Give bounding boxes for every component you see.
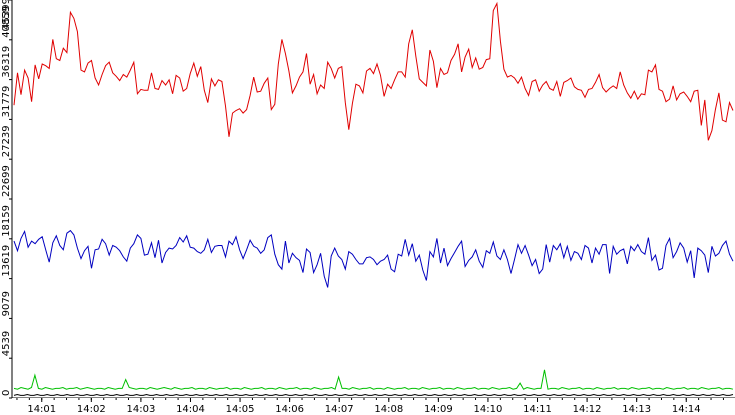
y-tick-label: 22699 [1,165,12,197]
y-axis-ticks: 0 4539 9079 13619 18159 22699 27239 31779 36319 4… [1,0,12,399]
x-tick-label: 14:14 [672,404,701,415]
x-tick-label: 14:12 [573,404,602,415]
x-tick-label: 14:03 [126,404,155,415]
x-tick-label: 14:13 [622,404,651,415]
series-line-1 [13,1,734,141]
y-tick-label: 27239 [1,125,12,157]
y-tick-label: 9079 [1,291,12,316]
y-tick-label: 31779 [1,86,12,118]
series-line-3 [13,369,734,390]
y-tick-label: 4539 [1,331,12,356]
x-axis-ticks: 14:01 14:02 14:03 14:04 14:05 14:06 14:07 14:08… [16,398,724,415]
x-tick-label: 14:10 [474,404,503,415]
x-tick-label: 14:08 [374,404,403,415]
x-tick-label: 14:02 [77,404,106,415]
x-tick-label: 14:09 [424,404,453,415]
x-tick-label: 14:06 [275,404,304,415]
x-tick-label: 14:04 [176,404,205,415]
x-axis-band [12,398,735,415]
y-tick-label: 13619 [1,245,12,277]
x-tick-label: 14:05 [226,404,255,415]
x-tick-label: 14:07 [325,404,354,415]
y-tick-label: 45399 [1,0,12,30]
x-tick-label: 14:01 [27,404,56,415]
y-tick-label: 40859 [1,6,12,38]
series-line-4 [13,393,734,396]
x-tick-label: 14:11 [523,404,552,415]
y-tick-label: 18159 [1,205,12,237]
y-tick-label: 0 [1,390,12,396]
y-tick-label: 36319 [1,46,12,78]
series-layer [13,1,734,396]
series-line-2 [13,229,734,288]
